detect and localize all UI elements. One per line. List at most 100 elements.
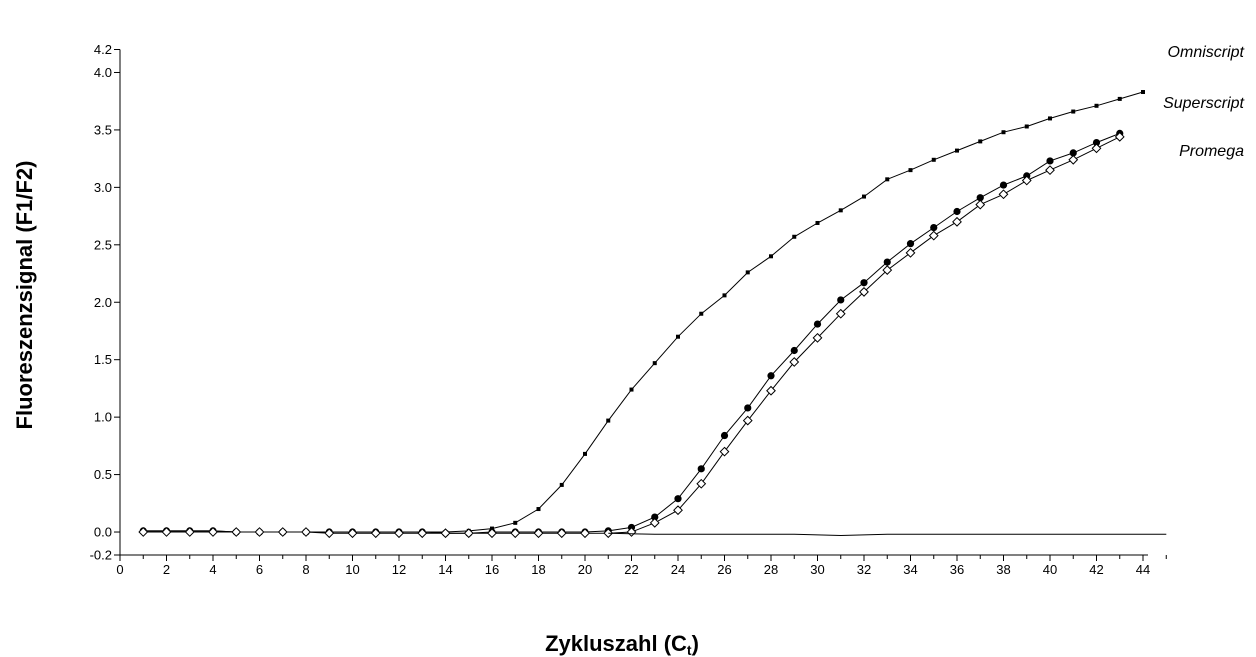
data-point-omniscript: [769, 254, 773, 259]
series-line-baseline: [608, 532, 1167, 537]
data-point-promega: [673, 505, 683, 516]
y-tick-label: 4.0: [94, 65, 112, 80]
data-point-omniscript: [1048, 116, 1052, 121]
x-tick-label: 26: [717, 562, 731, 577]
x-tick-label: 24: [671, 562, 685, 577]
data-point-superscript: [860, 279, 868, 287]
data-point-omniscript: [629, 387, 634, 392]
data-point-omniscript: [978, 139, 983, 144]
data-point-promega: [208, 527, 218, 537]
data-point-promega: [556, 528, 567, 539]
data-point-promega: [138, 527, 149, 537]
data-point-superscript: [953, 207, 961, 216]
x-tick-label: 38: [996, 562, 1010, 577]
y-tick-label: 4.2: [94, 42, 112, 57]
data-point-superscript: [720, 431, 729, 440]
data-point-promega: [301, 527, 311, 537]
y-tick-label: -0.2: [90, 548, 112, 563]
series-line-promega: [143, 136, 1121, 534]
data-point-omniscript: [699, 311, 704, 316]
x-tick-label: 14: [438, 562, 452, 577]
data-point-omniscript: [652, 361, 657, 366]
data-point-omniscript: [1024, 124, 1029, 129]
data-point-promega: [1045, 165, 1055, 176]
x-tick-label: 40: [1043, 562, 1057, 577]
data-point-promega: [394, 528, 404, 539]
data-point-omniscript: [1117, 96, 1122, 101]
data-point-promega: [812, 332, 823, 343]
data-point-promega: [510, 528, 521, 539]
y-axis-title: Fluoreszenzsignal (F1/F2): [12, 161, 37, 430]
x-tick-label: 6: [256, 562, 263, 577]
data-point-promega: [1021, 175, 1032, 186]
data-point-promega: [649, 517, 660, 528]
data-point-superscript: [1092, 138, 1101, 147]
data-point-promega: [766, 385, 776, 396]
data-point-omniscript: [792, 234, 797, 239]
data-point-promega: [487, 528, 497, 539]
data-point-promega: [952, 216, 962, 227]
data-point-promega: [603, 528, 614, 539]
data-point-promega: [1068, 154, 1079, 165]
x-axis-title-main: Zykluszahl (C: [545, 631, 687, 656]
data-point-promega: [463, 528, 474, 539]
data-point-omniscript: [536, 507, 541, 512]
data-point-superscript: [883, 258, 891, 266]
x-tick-label: 18: [531, 562, 545, 577]
data-point-promega: [998, 189, 1009, 200]
data-point-omniscript: [1094, 103, 1099, 108]
x-tick-label: 28: [764, 562, 778, 577]
data-point-promega: [347, 528, 358, 539]
series-group: [138, 90, 1167, 539]
data-point-promega: [882, 265, 893, 275]
data-point-promega: [719, 446, 730, 457]
data-point-superscript: [837, 296, 845, 304]
x-tick-label: 10: [345, 562, 359, 577]
data-point-omniscript: [908, 168, 913, 173]
y-tick-label: 2.5: [94, 237, 112, 252]
data-point-omniscript: [606, 418, 611, 423]
y-tick-label: 1.0: [94, 410, 112, 425]
data-point-promega: [859, 287, 869, 297]
axes: -0.20.00.51.01.52.02.53.03.54.04.20 2 4 6 8 1…: [90, 42, 1167, 577]
data-point-superscript: [651, 513, 659, 521]
data-point-omniscript: [955, 148, 959, 153]
x-tick-label: 36: [950, 562, 964, 577]
series-label-promega: Promega: [1179, 143, 1244, 160]
data-point-omniscript: [931, 157, 936, 162]
x-tick-label: 8: [302, 562, 309, 577]
data-point-superscript: [999, 181, 1008, 189]
data-point-promega: [580, 528, 590, 539]
y-tick-label: 1.5: [94, 352, 112, 367]
data-point-omniscript: [583, 451, 587, 456]
data-point-superscript: [906, 240, 915, 248]
series-label-omniscript: Omniscript: [1168, 44, 1245, 61]
data-point-promega: [928, 230, 939, 241]
data-point-promega: [161, 527, 172, 537]
data-point-promega: [231, 527, 242, 537]
x-tick-label: 30: [810, 562, 824, 577]
x-tick-label: 44: [1136, 562, 1150, 577]
x-axis-title: Zykluszahl (Ct): [545, 631, 699, 657]
data-point-omniscript: [815, 220, 820, 225]
x-tick-label: 42: [1089, 562, 1103, 577]
data-point-promega: [975, 199, 986, 210]
x-tick-label: 16: [485, 562, 499, 577]
y-tick-label: 3.0: [94, 180, 112, 195]
data-point-promega: [417, 528, 428, 539]
data-point-omniscript: [885, 177, 890, 182]
data-point-promega: [1114, 131, 1125, 142]
x-tick-label: 32: [857, 562, 871, 577]
series-line-superscript: [143, 132, 1120, 534]
data-point-promega: [742, 415, 753, 426]
data-point-omniscript: [862, 194, 866, 199]
data-point-omniscript: [722, 293, 727, 298]
x-tick-label: 0: [116, 562, 123, 577]
data-point-promega: [370, 528, 381, 539]
data-point-promega: [533, 528, 544, 539]
data-point-omniscript: [676, 334, 680, 339]
data-point-superscript: [767, 372, 775, 380]
data-point-promega: [696, 478, 707, 489]
data-point-superscript: [813, 320, 822, 328]
